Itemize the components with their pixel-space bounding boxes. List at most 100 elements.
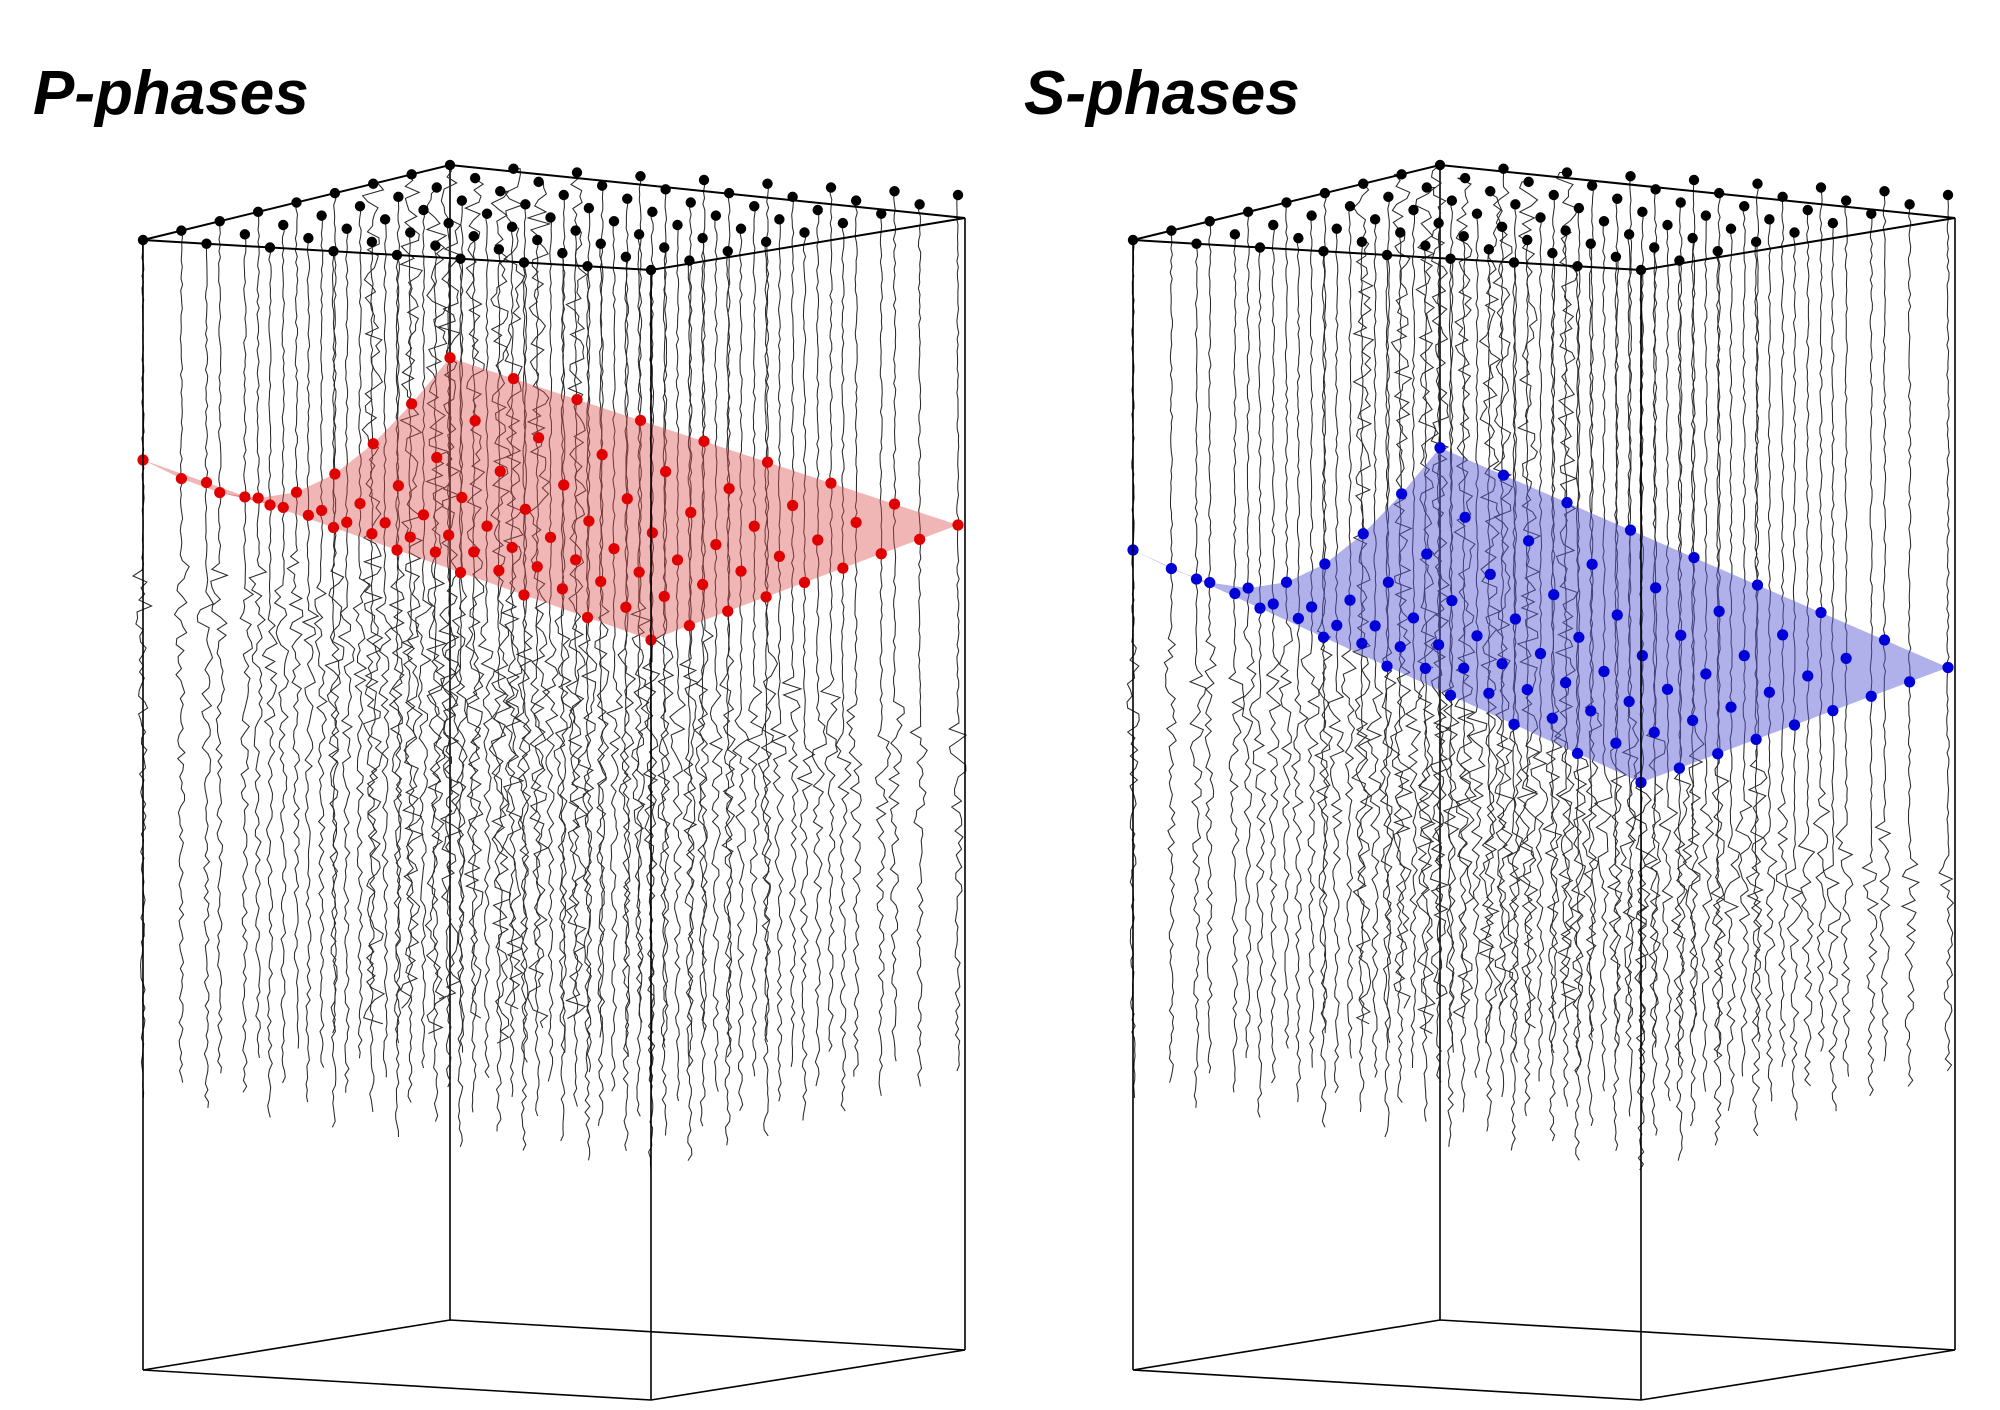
station-marker — [1662, 219, 1673, 231]
station-marker — [366, 236, 378, 248]
surface-facet — [1515, 594, 1618, 638]
seismic-trace — [424, 186, 450, 1034]
phase-pick-marker — [1292, 612, 1304, 625]
surface-facet — [1363, 493, 1466, 555]
phase-pick-marker — [1523, 535, 1535, 547]
phase-pick-marker — [493, 564, 505, 577]
seismic-trace — [1465, 213, 1488, 1078]
phase-pick-marker — [481, 520, 493, 532]
phase-pick-marker — [1687, 714, 1699, 727]
surface-facet — [1273, 603, 1376, 626]
station-marker — [647, 206, 658, 218]
seismic-trace — [577, 207, 598, 1073]
station-marker — [328, 246, 339, 257]
stations — [137, 159, 964, 276]
surface-facet — [373, 403, 476, 458]
station-marker — [633, 229, 645, 240]
seismic-trace — [596, 243, 610, 1126]
station-marker — [406, 169, 417, 180]
seismic-trace — [746, 205, 764, 1077]
station-marker — [1572, 261, 1583, 272]
surface-facet — [1692, 707, 1795, 740]
station-marker — [1395, 227, 1406, 238]
seismic-trace — [693, 237, 708, 1127]
surface-facet — [1565, 671, 1668, 702]
seismic-trace — [760, 183, 779, 1043]
phase-pick-marker — [761, 456, 774, 468]
seismic-trace — [1188, 243, 1207, 1108]
phase-pick-marker — [570, 554, 582, 566]
seismic-trace — [1249, 246, 1267, 1118]
station-marker — [1396, 169, 1407, 180]
station-marker — [1612, 193, 1623, 204]
seismic-trace — [1545, 194, 1563, 1054]
station-marker — [582, 261, 593, 272]
surface-facet — [1375, 617, 1477, 645]
surface-facet — [1488, 689, 1591, 719]
seismic-trace — [657, 246, 671, 1136]
station-marker — [812, 204, 823, 216]
station-marker — [1127, 234, 1139, 246]
seismic-trace — [618, 256, 635, 1152]
station-marker — [1752, 178, 1763, 189]
s-phases-title: S-phases — [1024, 59, 1300, 128]
station-marker — [455, 253, 466, 264]
phase-pick-marker — [379, 517, 391, 529]
station-marker — [1637, 206, 1648, 218]
phase-pick-marker — [1229, 587, 1241, 600]
phase-pick-marker — [1571, 747, 1584, 760]
seismic-trace — [388, 196, 405, 1044]
seismic-trace — [352, 205, 371, 1059]
station-marker — [799, 227, 810, 238]
phase-pick-marker — [1623, 695, 1635, 708]
surface-facet — [1514, 718, 1616, 754]
phase-pick-marker — [1369, 620, 1381, 632]
phase-pick-marker — [596, 449, 608, 461]
seismic-trace — [286, 201, 304, 1049]
surface-facet — [1451, 574, 1554, 619]
seismic-trace — [337, 228, 356, 1093]
seismic-trace — [541, 216, 559, 1082]
seismic-trace — [1554, 171, 1579, 1019]
station-marker — [1802, 204, 1813, 216]
station-marker — [1483, 244, 1495, 255]
phase-pick-marker — [710, 538, 722, 551]
phase-pick-marker — [1688, 552, 1700, 564]
phase-pick-marker — [429, 546, 441, 558]
surface-facet — [1260, 608, 1362, 644]
station-marker — [1306, 210, 1317, 221]
phase-pick-marker — [1802, 670, 1814, 682]
phase-pick-marker — [723, 482, 735, 495]
seismic-trace — [1390, 231, 1406, 1103]
station-marker — [1827, 217, 1839, 229]
seismic-trace — [1390, 173, 1414, 1009]
surface-facet — [1744, 634, 1847, 676]
phase-pick-marker — [1433, 639, 1445, 651]
seismic-trace — [1643, 246, 1661, 1136]
station-marker — [1229, 229, 1241, 240]
phase-pick-marker — [1725, 701, 1737, 713]
surface-facet — [1401, 447, 1504, 518]
surface-facet — [1528, 502, 1631, 565]
station-marker — [1420, 240, 1431, 251]
surface-facet — [334, 443, 437, 486]
frame-bottom-back — [142, 1319, 966, 1371]
surface-facet — [1642, 635, 1745, 674]
station-marker — [1879, 186, 1890, 197]
seismic-trace — [1775, 196, 1789, 1067]
seismic-trace — [1723, 228, 1741, 1111]
surface-facet — [1438, 635, 1541, 664]
seismic-trace — [1366, 218, 1384, 1078]
seismic-trace — [451, 200, 468, 1053]
station-marker — [672, 219, 683, 231]
phase-pick-marker — [1611, 609, 1623, 621]
seismic-trace — [1747, 183, 1768, 1042]
station-marker — [518, 257, 530, 268]
station-marker — [1687, 232, 1698, 244]
phase-pick-marker — [1534, 648, 1547, 660]
seismic-trace — [1478, 190, 1503, 1044]
seismic-trace — [261, 246, 278, 1118]
surface-facet — [1298, 618, 1401, 647]
station-marker — [1204, 216, 1215, 227]
phase-pick-marker — [1382, 576, 1394, 588]
